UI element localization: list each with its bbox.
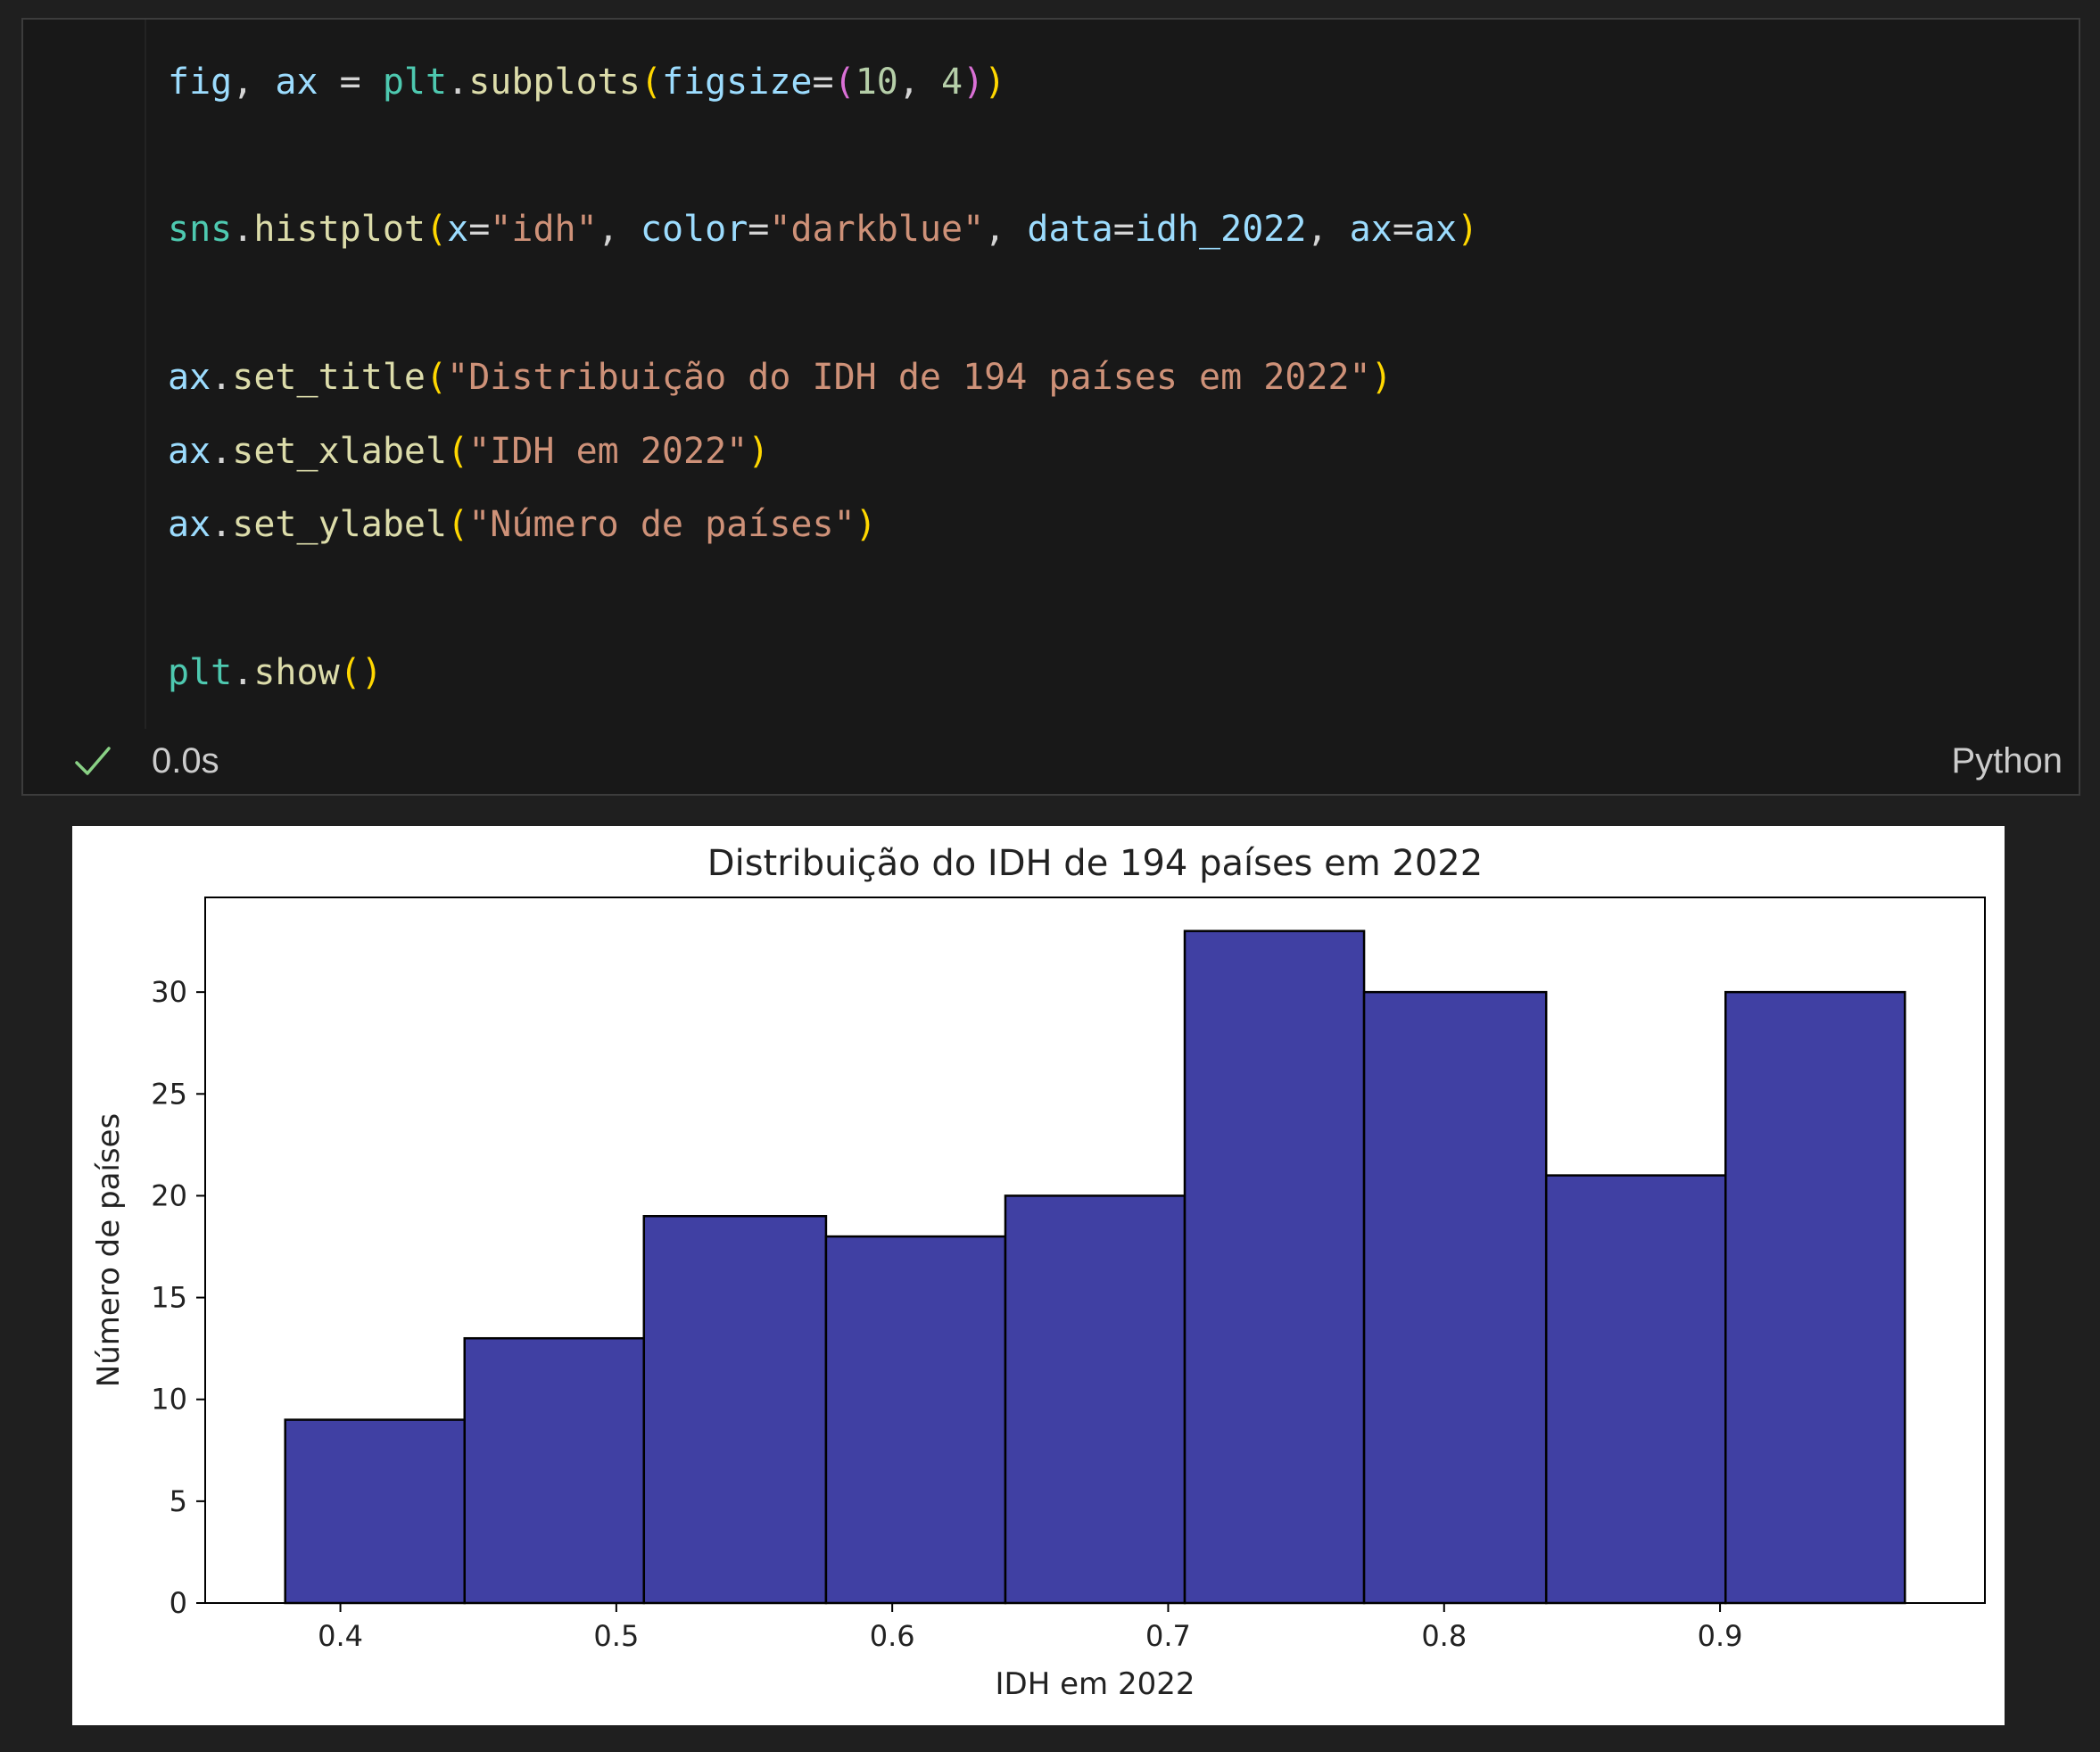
code-token: . bbox=[211, 430, 233, 472]
code-token: histplot bbox=[253, 209, 426, 251]
code-token: ax bbox=[1349, 209, 1393, 251]
histogram-bar bbox=[642, 1215, 828, 1605]
code-token: color bbox=[640, 209, 748, 251]
y-axis-label: Número de países bbox=[91, 1113, 127, 1387]
code-token: x bbox=[447, 209, 469, 251]
histogram-bar bbox=[463, 1336, 646, 1605]
code-token: show bbox=[253, 651, 340, 693]
code-token: ax bbox=[168, 356, 211, 398]
code-token: plt bbox=[382, 62, 448, 103]
code-token: () bbox=[339, 651, 383, 693]
code-token: idh_2022 bbox=[1134, 209, 1307, 251]
code-token: ( bbox=[447, 504, 469, 546]
histogram-bar bbox=[1004, 1194, 1186, 1605]
cell-gutter bbox=[145, 20, 146, 729]
x-tick-label: 0.8 bbox=[1421, 1619, 1467, 1653]
code-token: . bbox=[211, 356, 233, 398]
code-token: "darkblue" bbox=[769, 209, 985, 251]
code-token: = bbox=[1112, 209, 1135, 251]
code-token: ( bbox=[447, 430, 469, 472]
code-token: ax bbox=[1413, 209, 1458, 251]
code-token: , bbox=[597, 209, 641, 251]
check-icon bbox=[75, 747, 111, 775]
code-token: ( bbox=[640, 62, 662, 103]
x-tick-label: 0.6 bbox=[870, 1619, 915, 1653]
code-line[interactable]: ax.set_ylabel("Número de países") bbox=[168, 498, 877, 551]
histogram-bar bbox=[1183, 930, 1366, 1605]
language-label[interactable]: Python bbox=[1951, 741, 2063, 781]
code-token: set_xlabel bbox=[232, 430, 448, 472]
code-token: ( bbox=[833, 62, 856, 103]
code-token: = bbox=[812, 62, 834, 103]
code-token: . bbox=[232, 651, 254, 693]
code-token: figsize bbox=[661, 62, 813, 103]
histogram-bar bbox=[1724, 990, 1906, 1605]
histogram-bar bbox=[1544, 1174, 1727, 1605]
code-token: = bbox=[748, 209, 770, 251]
code-token: 4 bbox=[941, 62, 963, 103]
code-token: set_ylabel bbox=[232, 504, 448, 546]
code-token: , bbox=[232, 62, 276, 103]
code-line[interactable]: ax.set_title("Distribuição do IDH de 194… bbox=[168, 351, 1393, 404]
code-token: = bbox=[1392, 209, 1414, 251]
y-tick-label: 0 bbox=[169, 1586, 187, 1620]
y-tick-label: 15 bbox=[151, 1281, 187, 1315]
code-token: , bbox=[984, 209, 1028, 251]
code-cell[interactable]: fig, ax = plt.subplots(figsize=(10, 4)) s… bbox=[21, 18, 2080, 796]
x-tick-label: 0.4 bbox=[318, 1619, 363, 1653]
y-tick-label: 10 bbox=[151, 1383, 187, 1417]
code-token: , bbox=[1306, 209, 1350, 251]
code-token: sns bbox=[168, 209, 233, 251]
code-token: "Distribuição do IDH de 194 países em 20… bbox=[447, 356, 1371, 398]
plot-frame bbox=[204, 897, 1986, 1604]
histogram-bar bbox=[824, 1235, 1007, 1605]
histogram-bar bbox=[1362, 990, 1548, 1605]
code-line[interactable]: fig, ax = plt.subplots(figsize=(10, 4)) bbox=[168, 55, 1005, 109]
chart-title: Distribuição do IDH de 194 países em 202… bbox=[707, 843, 1483, 884]
x-tick-label: 0.5 bbox=[593, 1619, 639, 1653]
code-token: set_title bbox=[232, 356, 426, 398]
code-token: , bbox=[897, 62, 942, 103]
code-token: ( bbox=[426, 209, 448, 251]
y-tick-label: 20 bbox=[151, 1178, 187, 1212]
code-token: ) bbox=[1370, 356, 1393, 398]
y-tick-label: 25 bbox=[151, 1077, 187, 1111]
code-token: 10 bbox=[855, 62, 898, 103]
code-token: ax bbox=[168, 430, 211, 472]
code-token: fig bbox=[168, 62, 233, 103]
execution-time: 0.0s bbox=[152, 741, 219, 781]
histogram-chart: 0.4 0.5 0.6 0.7 0.8 0.9 0 5 10 15 20 25 30 Distribuiç… bbox=[91, 843, 1986, 1702]
code-token: = bbox=[318, 62, 383, 103]
code-token: "Número de países" bbox=[468, 504, 856, 546]
y-tick-label: 30 bbox=[151, 975, 187, 1009]
code-line[interactable]: plt.show() bbox=[168, 646, 383, 699]
code-token: . bbox=[232, 209, 254, 251]
code-line[interactable]: ax.set_xlabel("IDH em 2022") bbox=[168, 425, 769, 478]
code-line[interactable]: sns.histplot(x="idh", color="darkblue", … bbox=[168, 202, 1478, 256]
y-tick-label: 5 bbox=[169, 1484, 187, 1518]
code-token: data bbox=[1027, 209, 1113, 251]
code-token: ax bbox=[275, 62, 318, 103]
code-token: . bbox=[211, 504, 233, 546]
code-token: ) bbox=[748, 430, 770, 472]
code-token: ) bbox=[1457, 209, 1479, 251]
x-axis-label: IDH em 2022 bbox=[996, 1666, 1195, 1702]
code-token: ax bbox=[168, 504, 211, 546]
code-token: ) bbox=[984, 62, 1006, 103]
code-token: = bbox=[468, 209, 491, 251]
code-token: ) bbox=[855, 504, 877, 546]
cell-output: 0.4 0.5 0.6 0.7 0.8 0.9 0 5 10 15 20 25 30 Distribuiç… bbox=[72, 826, 2005, 1725]
cell-status-bar: 0.0s Python bbox=[23, 729, 2079, 791]
code-token: "idh" bbox=[490, 209, 598, 251]
code-token: subplots bbox=[468, 62, 641, 103]
code-token: "IDH em 2022" bbox=[468, 430, 748, 472]
code-token: ) bbox=[963, 62, 985, 103]
x-tick-label: 0.7 bbox=[1145, 1619, 1191, 1653]
code-token: plt bbox=[168, 651, 233, 693]
code-token: . bbox=[447, 62, 469, 103]
histogram-bar bbox=[284, 1418, 466, 1605]
code-token: ( bbox=[426, 356, 448, 398]
x-tick-label: 0.9 bbox=[1698, 1619, 1743, 1653]
